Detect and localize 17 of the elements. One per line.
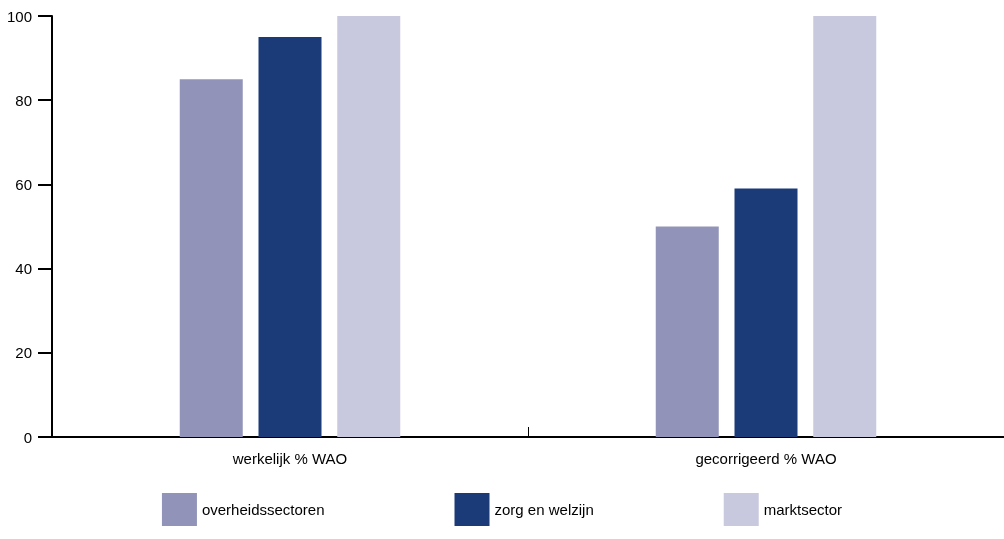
y-tick-label: 40 <box>15 260 32 278</box>
y-tick-label: 100 <box>6 7 32 25</box>
bar <box>337 16 401 437</box>
bar <box>813 16 877 437</box>
legend-label: overheidssectoren <box>201 501 325 518</box>
legend-label: zorg en welzijn <box>494 501 594 518</box>
legend-label: marktsector <box>763 501 843 518</box>
x-tick-label: werkelijk % WAO <box>231 450 348 467</box>
y-tick-label: 80 <box>15 91 32 109</box>
y-tick-label: 0 <box>23 428 32 446</box>
y-tick-label: 20 <box>15 344 32 362</box>
y-tick-label: 60 <box>15 175 32 193</box>
bar <box>655 226 719 437</box>
x-tick-label: gecorrigeerd % WAO <box>695 450 837 467</box>
bar <box>734 188 798 437</box>
bar <box>179 79 243 437</box>
bar <box>258 37 322 437</box>
